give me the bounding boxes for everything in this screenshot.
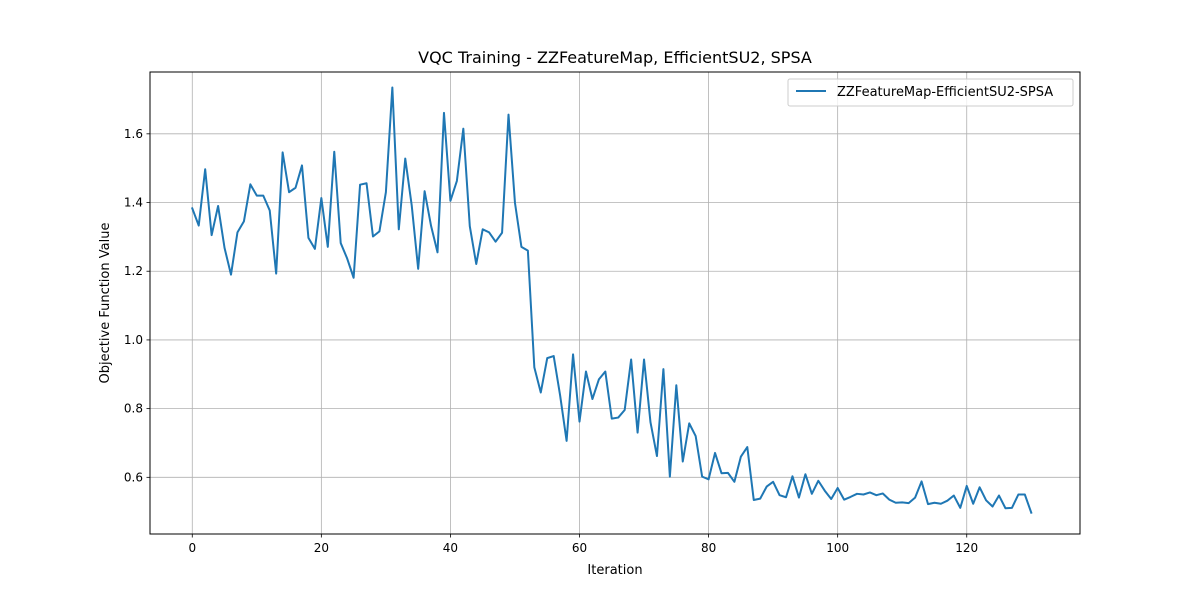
plot-frame (149, 71, 1081, 535)
grid-lines (150, 72, 1080, 534)
x-axis-title: Iteration (587, 563, 642, 578)
x-tick-label: 60 (572, 541, 587, 555)
x-tick-label: 20 (314, 541, 329, 555)
x-tick-label: 40 (443, 541, 458, 555)
y-tick-label: 1.0 (124, 333, 143, 347)
y-tick-label: 1.6 (124, 127, 143, 141)
axis-ticks: 0 20 40 60 80 100 120 0.6 0.8 1.0 1.2 1.4 1.6 (124, 127, 978, 555)
x-tick-label: 80 (701, 541, 716, 555)
legend-box (787, 78, 1074, 107)
legend: ZZFeatureMap-EfficientSU2-SPSA (787, 78, 1074, 107)
series-layer (190, 86, 1033, 514)
y-tick-label: 1.2 (124, 264, 143, 278)
x-tick-label: 0 (188, 541, 196, 555)
y-tick-label: 0.6 (124, 470, 143, 484)
y-tick-label: 0.8 (124, 402, 143, 416)
x-tick-label: 120 (955, 541, 978, 555)
legend-label: ZZFeatureMap-EfficientSU2-SPSA (837, 85, 1053, 100)
y-axis-title: Objective Function Value (98, 223, 113, 384)
x-tick-label: 100 (826, 541, 849, 555)
series-line (190, 86, 1033, 514)
y-tick-label: 1.4 (124, 196, 143, 210)
chart-title: VQC Training - ZZFeatureMap, EfficientSU… (418, 48, 812, 67)
